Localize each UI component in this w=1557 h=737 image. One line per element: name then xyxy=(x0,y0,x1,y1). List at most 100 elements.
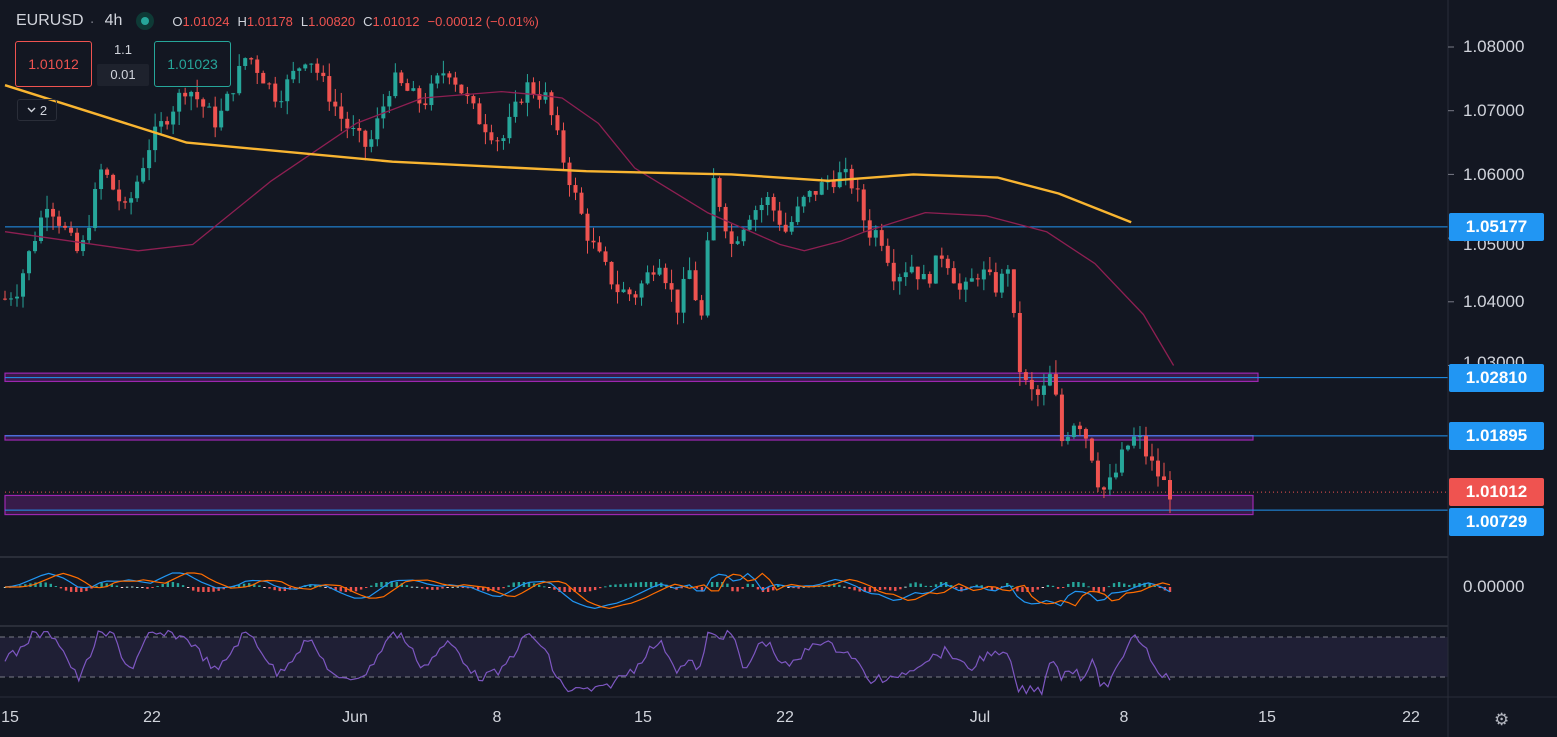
macd-histogram-bar xyxy=(176,583,180,587)
macd-histogram-bar xyxy=(919,583,922,587)
ohlc-low: L1.00820 xyxy=(300,13,356,29)
candle-down xyxy=(423,103,428,106)
buy-button[interactable]: 1.01023 xyxy=(154,41,231,87)
rsi-band xyxy=(0,637,1448,677)
macd-histogram-bar xyxy=(593,587,597,591)
macd-histogram-bar xyxy=(258,585,261,587)
macd-histogram-bar xyxy=(960,587,963,592)
candle-down xyxy=(201,99,206,107)
price-label-1-00729[interactable]: 1.00729 xyxy=(1449,508,1544,536)
candle-down xyxy=(549,92,554,116)
macd-histogram-bar xyxy=(1041,587,1045,588)
macd-histogram-bar xyxy=(1168,587,1172,592)
macd-histogram-bar xyxy=(843,586,846,588)
candle-down xyxy=(213,106,218,128)
indicators-collapse-button[interactable]: 2 xyxy=(17,99,57,121)
macd-histogram-bar xyxy=(756,587,760,590)
symbol-name[interactable]: EURUSD xyxy=(16,12,84,29)
quantity-value[interactable]: 1.1 xyxy=(113,42,133,57)
candle-up xyxy=(219,110,224,128)
macd-histogram-bar xyxy=(797,587,800,589)
candle-up xyxy=(819,182,824,195)
macd-histogram-bar xyxy=(466,587,470,589)
candle-down xyxy=(651,272,656,275)
time-tick: 15 xyxy=(1258,709,1276,726)
price-label-1-02810[interactable]: 1.02810 xyxy=(1449,364,1544,392)
macd-histogram-bar xyxy=(624,583,627,587)
candle-down xyxy=(1161,476,1166,481)
macd-histogram-bar xyxy=(1123,583,1126,587)
macd-histogram-bar xyxy=(365,587,368,589)
macd-histogram-bar xyxy=(766,587,770,592)
candle-down xyxy=(327,76,332,102)
macd-histogram-bar xyxy=(868,587,872,592)
price-label-1-01895[interactable]: 1.01895 xyxy=(1449,422,1544,450)
macd-histogram-bar xyxy=(59,587,63,589)
macd-histogram-bar xyxy=(578,587,582,592)
macd-histogram-bar xyxy=(344,587,348,592)
candle-up xyxy=(921,274,926,280)
macd-histogram-bar xyxy=(1006,583,1009,587)
candle-up xyxy=(753,210,758,220)
macd-histogram-bar xyxy=(309,584,312,587)
macd-histogram-bar xyxy=(359,587,363,590)
candle-down xyxy=(975,278,980,280)
macd-histogram-bar xyxy=(19,585,22,587)
candle-down xyxy=(879,230,884,246)
price-tick: 1.07000 xyxy=(1463,101,1525,120)
macd-histogram-bar xyxy=(24,584,27,587)
macd-histogram-bar xyxy=(950,585,953,587)
interval-label[interactable]: 4h xyxy=(104,12,123,29)
macd-histogram-bar xyxy=(80,587,83,592)
candle-up xyxy=(981,269,986,280)
candlesticks xyxy=(3,54,1172,514)
macd-histogram-bar xyxy=(354,587,358,592)
candle-up xyxy=(1041,385,1046,395)
candle-up xyxy=(393,72,398,97)
time-tick: Jul xyxy=(969,709,991,726)
candle-up xyxy=(801,196,806,207)
candle-up xyxy=(39,217,44,242)
candle-up xyxy=(705,240,710,316)
macd-histogram-bar xyxy=(232,586,236,588)
time-tick: 22 xyxy=(143,709,161,726)
macd-histogram-bar xyxy=(548,587,551,588)
macd-histogram-bar xyxy=(441,587,444,589)
macd-histogram-bar xyxy=(599,587,602,589)
macd-histogram-bar xyxy=(583,587,587,592)
candle-down xyxy=(855,188,860,190)
candle-down xyxy=(1168,480,1172,500)
macd-histogram-bar xyxy=(1016,587,1019,592)
macd-histogram-bar xyxy=(634,582,638,587)
candle-down xyxy=(663,267,668,284)
macd-histogram-bar xyxy=(736,587,739,592)
sell-button[interactable]: 1.01012 xyxy=(15,41,92,87)
macd-histogram-bar xyxy=(502,587,505,589)
candle-up xyxy=(411,88,416,91)
macd-histogram-bar xyxy=(838,584,841,587)
price-label-1-05177[interactable]: 1.05177 xyxy=(1449,213,1544,241)
macd-histogram-bar xyxy=(410,586,414,588)
candle-down xyxy=(483,124,488,133)
candle-down xyxy=(717,178,722,207)
chevron-down-icon xyxy=(27,107,36,113)
candle-up xyxy=(897,277,902,282)
macd-histogram-bar xyxy=(965,587,968,590)
macd-histogram-bar xyxy=(741,587,744,589)
time-tick: 22 xyxy=(1402,709,1420,726)
candle-down xyxy=(927,274,932,284)
candle-up xyxy=(525,82,530,103)
macd-histogram-bar xyxy=(247,583,251,587)
macd-histogram-bar xyxy=(105,583,108,587)
candle-up xyxy=(81,240,86,252)
gear-icon[interactable]: ⚙ xyxy=(1494,710,1510,729)
macd-histogram-bar xyxy=(1056,587,1060,589)
time-tick: 15 xyxy=(634,709,652,726)
macd-histogram-bar xyxy=(512,582,515,587)
candle-down xyxy=(51,208,56,217)
macd-zero-tick: 0.00000 xyxy=(1463,577,1525,596)
candle-down xyxy=(945,258,950,269)
ohlc-close: C1.01012 xyxy=(363,13,420,29)
